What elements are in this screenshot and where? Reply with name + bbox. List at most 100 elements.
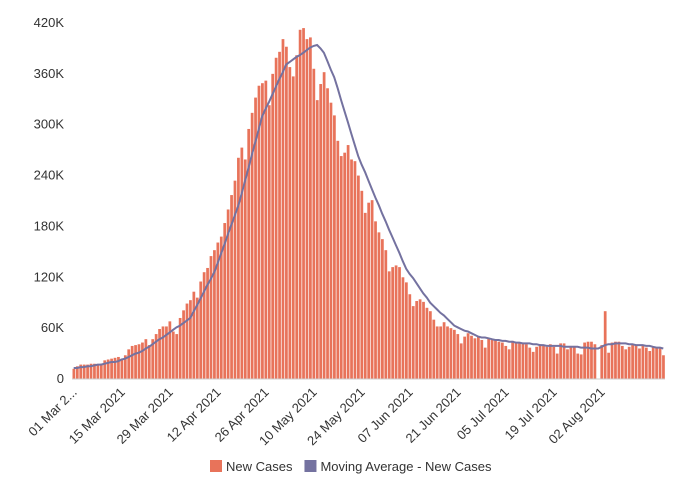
bar bbox=[559, 343, 562, 379]
bar bbox=[309, 37, 312, 380]
bar bbox=[600, 345, 604, 379]
bar bbox=[381, 239, 384, 379]
bar bbox=[230, 195, 233, 379]
bar bbox=[99, 363, 103, 379]
bar bbox=[233, 180, 237, 379]
bar bbox=[141, 342, 144, 379]
bar bbox=[175, 334, 179, 379]
bar bbox=[535, 346, 539, 379]
bar bbox=[470, 335, 473, 379]
bar bbox=[322, 72, 326, 380]
bar bbox=[401, 277, 405, 379]
bar bbox=[278, 51, 281, 380]
bar bbox=[363, 212, 367, 379]
bar bbox=[411, 306, 415, 379]
bar bbox=[96, 365, 100, 379]
bar bbox=[261, 83, 264, 379]
bar bbox=[93, 363, 96, 379]
bar bbox=[267, 105, 271, 379]
bar bbox=[274, 57, 278, 379]
bar bbox=[480, 340, 484, 379]
bar bbox=[302, 28, 305, 379]
bar bbox=[418, 299, 422, 379]
bar bbox=[624, 349, 628, 379]
bar bbox=[507, 349, 511, 379]
bar bbox=[576, 353, 580, 379]
bar bbox=[161, 326, 165, 379]
bar bbox=[151, 339, 155, 379]
bar bbox=[422, 301, 425, 379]
bar bbox=[82, 364, 86, 379]
bar bbox=[384, 250, 388, 379]
bar bbox=[171, 331, 175, 379]
bar bbox=[357, 175, 360, 379]
bar bbox=[500, 342, 504, 379]
bar bbox=[466, 333, 470, 379]
bar bbox=[144, 339, 148, 379]
bar bbox=[117, 356, 120, 379]
bar bbox=[202, 272, 206, 379]
bar bbox=[243, 159, 247, 379]
bar bbox=[569, 345, 573, 379]
bar bbox=[538, 344, 542, 379]
bar bbox=[487, 338, 491, 379]
bar bbox=[514, 342, 518, 379]
bar bbox=[343, 152, 347, 379]
bar bbox=[305, 39, 309, 379]
bar bbox=[473, 338, 477, 379]
bar bbox=[590, 341, 593, 379]
bar bbox=[165, 326, 168, 379]
bar bbox=[79, 364, 83, 379]
bar bbox=[497, 341, 501, 379]
bar bbox=[339, 156, 343, 379]
bar bbox=[298, 29, 302, 380]
legend-swatch bbox=[304, 460, 317, 472]
bar bbox=[566, 349, 569, 379]
bar bbox=[89, 363, 93, 379]
bar bbox=[394, 265, 398, 379]
y-tick-label: 60K bbox=[41, 320, 64, 335]
bar bbox=[572, 345, 576, 379]
bar bbox=[237, 157, 240, 379]
bar bbox=[247, 128, 251, 379]
bar bbox=[446, 326, 449, 379]
bar bbox=[542, 345, 545, 379]
bar bbox=[206, 267, 209, 379]
bar bbox=[634, 345, 638, 379]
bar bbox=[223, 223, 227, 379]
bar bbox=[658, 348, 662, 379]
bar bbox=[662, 355, 665, 379]
bar bbox=[147, 345, 151, 379]
bar bbox=[504, 345, 508, 379]
bar bbox=[291, 76, 295, 380]
y-tick-label: 240K bbox=[34, 168, 65, 183]
bar bbox=[593, 344, 597, 379]
bar bbox=[137, 344, 141, 379]
bar bbox=[123, 355, 127, 379]
line bbox=[73, 43, 664, 369]
bar bbox=[185, 303, 189, 379]
y-tick-label: 420K bbox=[34, 15, 65, 30]
bar bbox=[387, 271, 391, 379]
bar bbox=[456, 334, 460, 379]
bar bbox=[374, 221, 377, 379]
bar bbox=[562, 343, 566, 379]
bar bbox=[216, 242, 220, 379]
bar bbox=[545, 346, 549, 379]
bar bbox=[326, 88, 329, 380]
bar bbox=[315, 100, 319, 379]
bar bbox=[463, 336, 467, 379]
bar bbox=[285, 46, 288, 379]
bar bbox=[178, 317, 182, 379]
y-tick-label: 360K bbox=[34, 66, 65, 81]
bar bbox=[209, 256, 213, 379]
bar bbox=[86, 364, 89, 379]
bar bbox=[168, 321, 172, 379]
bar bbox=[415, 301, 419, 379]
bar bbox=[192, 291, 196, 379]
y-tick-label: 180K bbox=[34, 218, 65, 233]
bar bbox=[651, 346, 655, 379]
bar bbox=[531, 351, 535, 379]
bar bbox=[425, 307, 429, 379]
